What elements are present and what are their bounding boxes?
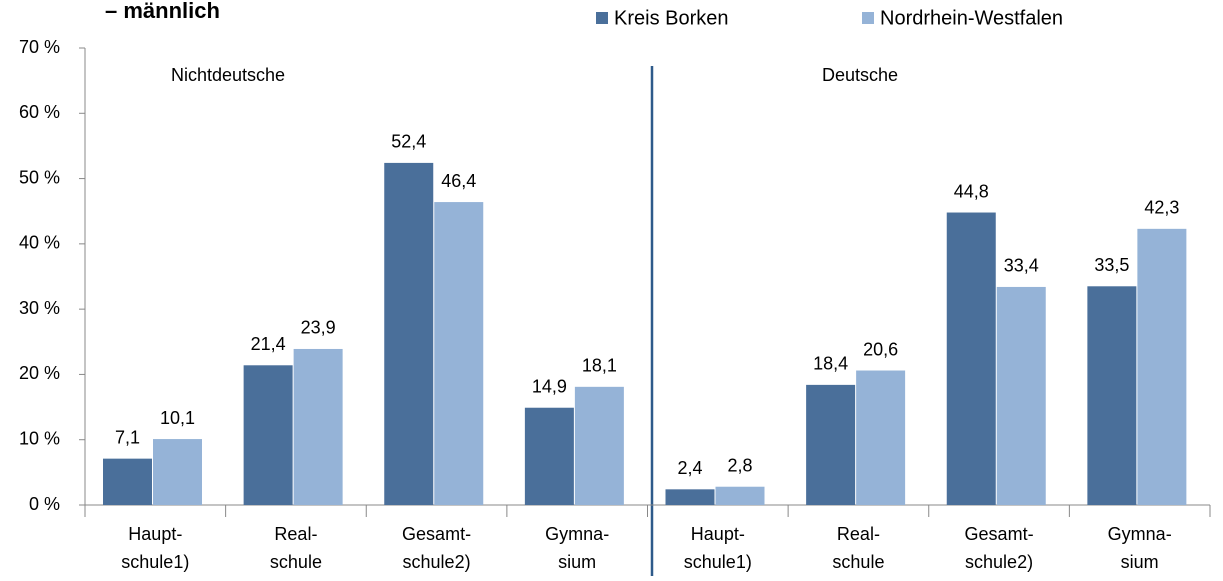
y-tick-label: 40 %: [19, 233, 60, 253]
bar: [574, 386, 624, 505]
bar: [946, 212, 996, 505]
group-label: Deutsche: [822, 65, 898, 85]
x-tick-label: sium: [558, 552, 596, 572]
x-tick-label: schule2): [965, 552, 1033, 572]
bar: [1087, 286, 1137, 505]
y-tick-label: 70 %: [19, 37, 60, 57]
legend-label: Nordrhein-Westfalen: [880, 7, 1063, 29]
bar: [806, 384, 856, 505]
bar: [384, 162, 434, 505]
data-label: 2,8: [727, 455, 752, 475]
y-tick-label: 10 %: [19, 428, 60, 448]
data-label: 21,4: [251, 334, 286, 354]
x-tick-label: schule: [270, 552, 322, 572]
bar: [153, 439, 202, 505]
x-tick-label: Haupt-: [128, 524, 182, 544]
bar: [524, 407, 574, 505]
data-label: 20,6: [863, 339, 898, 359]
y-tick-label: 0 %: [29, 494, 60, 514]
bar: [434, 202, 484, 505]
x-tick-label: Real-: [274, 524, 317, 544]
x-tick-label: sium: [1121, 552, 1159, 572]
x-tick-label: Haupt-: [691, 524, 745, 544]
data-label: 46,4: [441, 171, 476, 191]
group-label: Nichtdeutsche: [171, 65, 285, 85]
data-label: 33,5: [1094, 255, 1129, 275]
bar: [715, 486, 765, 505]
legend-label: Kreis Borken: [614, 7, 729, 29]
data-label: 18,1: [582, 356, 617, 376]
x-tick-label: Gymna-: [1108, 524, 1172, 544]
data-label: 2,4: [677, 458, 702, 478]
legend-swatch: [862, 12, 874, 24]
x-tick-label: Gesamt-: [965, 524, 1034, 544]
data-label: 44,8: [954, 181, 989, 201]
x-tick-label: schule: [832, 552, 884, 572]
bar: [665, 489, 715, 505]
data-label: 14,9: [532, 376, 567, 396]
data-label: 18,4: [813, 354, 848, 374]
x-tick-label: schule2): [403, 552, 471, 572]
y-tick-label: 30 %: [19, 298, 60, 318]
x-tick-label: schule1): [121, 552, 189, 572]
data-label: 23,9: [301, 318, 336, 338]
data-label: 7,1: [115, 427, 140, 447]
bar: [243, 365, 293, 505]
bar: [996, 286, 1046, 505]
data-label: 52,4: [391, 132, 426, 152]
y-tick-label: 20 %: [19, 363, 60, 383]
y-tick-label: 60 %: [19, 102, 60, 122]
legend-swatch: [596, 12, 608, 24]
chart-title: – männlich: [105, 0, 220, 23]
x-tick-label: Gesamt-: [402, 524, 471, 544]
bar: [856, 370, 906, 505]
x-tick-label: schule1): [684, 552, 752, 572]
bar: [1137, 228, 1187, 505]
data-label: 10,1: [160, 408, 195, 428]
x-tick-label: Gymna-: [545, 524, 609, 544]
bar: [293, 348, 343, 505]
data-label: 33,4: [1004, 256, 1039, 276]
data-label: 42,3: [1144, 198, 1179, 218]
y-tick-label: 50 %: [19, 167, 60, 187]
x-tick-label: Real-: [837, 524, 880, 544]
bar: [103, 458, 152, 505]
